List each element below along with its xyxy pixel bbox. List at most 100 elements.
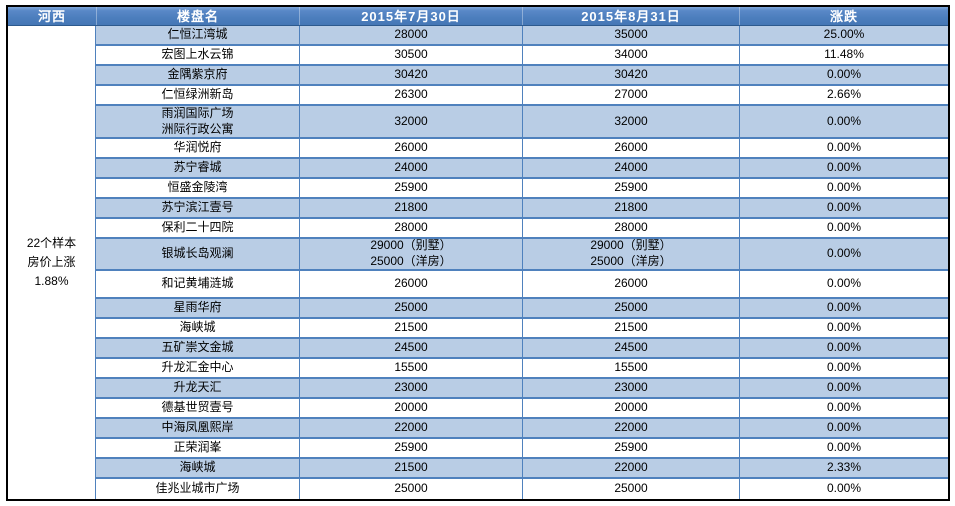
cell-price-august: 25900 [522, 179, 739, 197]
table-row: 星雨华府 25000 25000 0.00% [96, 299, 948, 319]
cell-project-name: 德基世贸壹号 [161, 400, 234, 415]
cell-price-july: 29000（别墅） 25000（洋房） [299, 238, 522, 269]
cell-price-july: 21500 [299, 319, 522, 337]
cell-price-august: 21800 [522, 199, 739, 217]
cell-price-august: 30420 [522, 66, 739, 84]
table-row: 佳兆业城市广场 25000 25000 0.00% [96, 479, 948, 499]
table-row: 恒盛金陵湾 25900 25900 0.00% [96, 179, 948, 199]
cell-project-name: 海峡城 [179, 320, 216, 335]
table-row: 金隅紫京府 30420 30420 0.00% [96, 66, 948, 86]
cell-change: 0.00% [739, 419, 948, 437]
cell-project-name: 恒盛金陵湾 [167, 180, 228, 195]
cell-change: 0.00% [739, 66, 948, 84]
cell-price-august: 24500 [522, 339, 739, 357]
cell-project-name: 银城长岛观澜 [161, 246, 234, 261]
table-row: 五矿崇文金城 24500 24500 0.00% [96, 339, 948, 359]
cell-change: 0.00% [739, 139, 948, 157]
table-row: 升龙天汇 23000 23000 0.00% [96, 379, 948, 399]
cell-change: 0.00% [739, 179, 948, 197]
cell-price-july: 23000 [299, 379, 522, 397]
cell-project-name: 宏图上水云锦 [161, 47, 234, 62]
cell-price-july: 25900 [299, 179, 522, 197]
cell-project-name: 保利二十四院 [161, 220, 234, 235]
cell-project-name: 苏宁滨江壹号 [161, 200, 234, 215]
cell-price-august: 25900 [522, 439, 739, 457]
cell-price-august: 21500 [522, 319, 739, 337]
cell-change: 0.00% [739, 159, 948, 177]
cell-change: 0.00% [739, 106, 948, 137]
header-change: 涨跌 [739, 7, 948, 25]
cell-price-july: 28000 [299, 219, 522, 237]
cell-price-july: 25900 [299, 439, 522, 457]
cell-price-july: 30500 [299, 46, 522, 64]
cell-change: 2.66% [739, 86, 948, 104]
cell-change: 0.00% [739, 199, 948, 217]
cell-change: 0.00% [739, 319, 948, 337]
table-row: 海峡城 21500 22000 2.33% [96, 459, 948, 479]
cell-price-july: 26000 [299, 271, 522, 297]
cell-project-name: 中海凤凰熙岸 [161, 420, 234, 435]
table-row: 苏宁睿城 24000 24000 0.00% [96, 159, 948, 179]
table-row: 中海凤凰熙岸 22000 22000 0.00% [96, 419, 948, 439]
table-row: 宏图上水云锦 30500 34000 11.48% [96, 46, 948, 66]
cell-change: 0.00% [739, 399, 948, 417]
cell-project-name: 星雨华府 [173, 300, 222, 315]
cell-project-name: 雨润国际广场 洲际行政公寓 [161, 105, 234, 136]
region-summary-cell: 22个样本 房价上涨 1.88% [8, 26, 96, 499]
cell-project-name: 和记黄埔涟城 [161, 276, 234, 291]
cell-price-august: 22000 [522, 459, 739, 477]
cell-project-name: 金隅紫京府 [167, 67, 228, 82]
table-body: 22个样本 房价上涨 1.88% 仁恒江湾城 28000 35000 25.00… [8, 26, 948, 499]
header-date-august: 2015年8月31日 [522, 7, 739, 25]
header-date-july: 2015年7月30日 [299, 7, 522, 25]
cell-change: 0.00% [739, 339, 948, 357]
cell-change: 0.00% [739, 239, 948, 269]
table-row: 保利二十四院 28000 28000 0.00% [96, 219, 948, 239]
table-row: 仁恒绿洲新岛 26300 27000 2.66% [96, 86, 948, 106]
cell-price-august: 25000 [522, 479, 739, 499]
cell-price-august: 29000（别墅） 25000（洋房） [522, 238, 739, 269]
cell-change: 2.33% [739, 459, 948, 477]
cell-project-name: 仁恒绿洲新岛 [161, 87, 234, 102]
cell-project-name: 海峡城 [179, 460, 216, 475]
cell-change: 0.00% [739, 359, 948, 377]
table-row: 升龙汇金中心 15500 15500 0.00% [96, 359, 948, 379]
cell-price-july: 30420 [299, 66, 522, 84]
cell-change: 11.48% [739, 46, 948, 64]
header-project-name: 楼盘名 [96, 7, 299, 25]
cell-price-july: 26300 [299, 86, 522, 104]
cell-price-august: 27000 [522, 86, 739, 104]
cell-price-august: 24000 [522, 159, 739, 177]
table-row: 和记黄埔涟城 26000 26000 0.00% [96, 271, 948, 299]
cell-price-july: 24500 [299, 339, 522, 357]
table-rows: 仁恒江湾城 28000 35000 25.00% 宏图上水云锦 30500 34… [96, 26, 948, 499]
table-row: 仁恒江湾城 28000 35000 25.00% [96, 26, 948, 46]
cell-price-august: 26000 [522, 271, 739, 297]
cell-project-name: 正荣润峯 [173, 440, 222, 455]
price-table: 河西 楼盘名 2015年7月30日 2015年8月31日 涨跌 22个样本 房价… [6, 5, 950, 501]
table-row: 海峡城 21500 21500 0.00% [96, 319, 948, 339]
cell-project-name: 华润悦府 [173, 140, 222, 155]
table-row: 德基世贸壹号 20000 20000 0.00% [96, 399, 948, 419]
cell-project-name: 佳兆业城市广场 [155, 481, 240, 496]
cell-change: 0.00% [739, 439, 948, 457]
header-region: 河西 [37, 8, 66, 24]
cell-price-august: 15500 [522, 359, 739, 377]
cell-price-july: 22000 [299, 419, 522, 437]
table-row: 雨润国际广场 洲际行政公寓 32000 32000 0.00% [96, 106, 948, 139]
cell-change: 0.00% [739, 379, 948, 397]
cell-change: 25.00% [739, 26, 948, 44]
cell-price-july: 28000 [299, 26, 522, 44]
cell-price-august: 28000 [522, 219, 739, 237]
cell-project-name: 升龙天汇 [173, 380, 222, 395]
cell-price-august: 26000 [522, 139, 739, 157]
cell-price-july: 21800 [299, 199, 522, 217]
cell-price-july: 32000 [299, 106, 522, 137]
cell-project-name: 苏宁睿城 [173, 160, 222, 175]
cell-price-july: 20000 [299, 399, 522, 417]
cell-price-august: 32000 [522, 106, 739, 137]
table-header-row: 河西 楼盘名 2015年7月30日 2015年8月31日 涨跌 [8, 7, 948, 26]
cell-price-july: 26000 [299, 139, 522, 157]
cell-project-name: 升龙汇金中心 [161, 360, 234, 375]
